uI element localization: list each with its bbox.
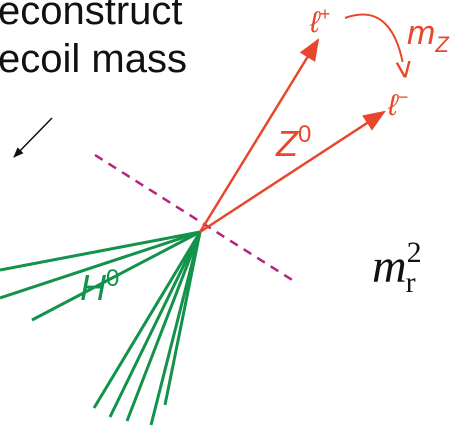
pointer-arrow — [14, 118, 52, 157]
label-sub: r — [406, 266, 416, 299]
label-sup: + — [320, 4, 331, 24]
label-base: m — [407, 14, 435, 52]
boson-label: Z0 — [275, 121, 311, 164]
mass-arc — [345, 15, 405, 76]
caption-line: ecoil mass — [0, 37, 187, 81]
lepton-label: ℓ+ — [309, 4, 330, 39]
label-sup: 0 — [298, 121, 311, 148]
label-sup: 2 — [407, 236, 422, 269]
label-base: m — [372, 240, 407, 293]
label-sup: 0 — [106, 265, 119, 292]
label-sub: Z — [434, 32, 450, 57]
higgs-label: H0 — [80, 265, 119, 308]
diagram: econstruct ecoil mass ℓ+ ℓ− mZ Z0 H0 m2r — [0, 0, 465, 430]
jet-lines — [0, 232, 200, 425]
label-base: Z — [275, 123, 299, 164]
lepton-label: ℓ− — [387, 87, 408, 122]
label-base: H — [80, 267, 107, 308]
recoil-axis — [95, 155, 297, 283]
label-sup: − — [398, 87, 409, 107]
mass-label: mZ — [407, 14, 450, 57]
caption-line: econstruct — [0, 0, 183, 33]
